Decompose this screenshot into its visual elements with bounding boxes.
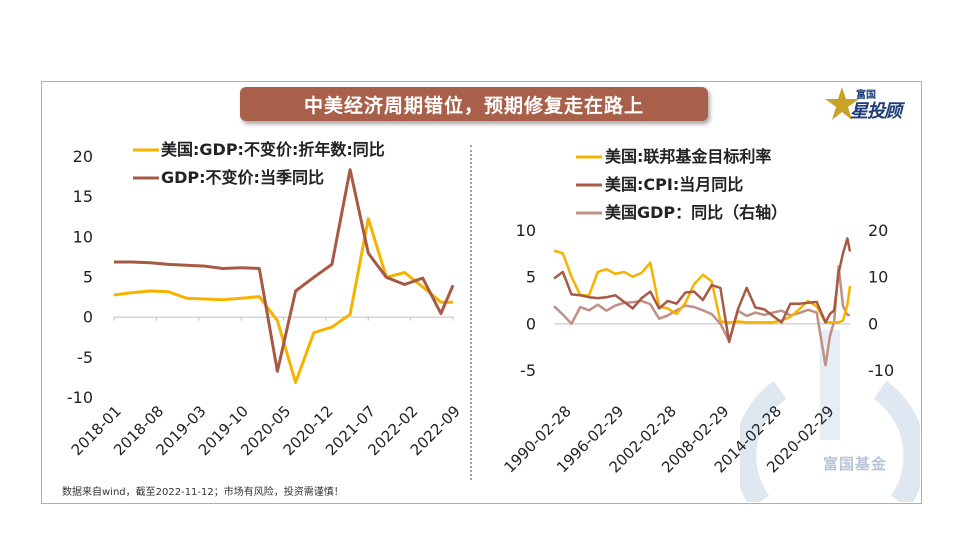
- brand-small-text: 富国: [856, 90, 876, 101]
- y-right-tick-label: 0: [868, 314, 878, 333]
- y-tick-label: 10: [73, 227, 93, 246]
- brand-big-text: 星投顾: [850, 97, 902, 123]
- left-chart: 20151050-5-102018-012018-082019-032019-1…: [67, 140, 464, 459]
- y-tick-label: -5: [77, 348, 93, 367]
- legend-label: 美国GDP：同比（右轴）: [605, 203, 787, 222]
- y-right-tick-label: -10: [868, 361, 894, 380]
- y-tick-label: 20: [73, 147, 93, 166]
- brand-logo: 富国 星投顾: [820, 84, 910, 124]
- y-tick-label: 15: [73, 187, 93, 206]
- legend-label: 美国:联邦基金目标利率: [605, 147, 771, 166]
- panel-divider: [470, 145, 472, 480]
- watermark-icon: [740, 330, 920, 502]
- y-left-tick-label: -5: [520, 361, 536, 380]
- series-us-gdp-line: [113, 217, 453, 384]
- footnote: 数据来自wind，截至2022-11-12；市场有风险，投资需谨慎！: [62, 487, 344, 498]
- watermark-text: 富国基金: [823, 455, 888, 473]
- star-logo-icon: [825, 87, 859, 120]
- series-us-cpi-line: [553, 237, 852, 344]
- y-right-tick-label: 20: [868, 221, 888, 240]
- brand-big-part-2: 投顾: [867, 101, 902, 122]
- y-right-tick-label: 10: [868, 268, 888, 287]
- series-cn-gdp-line: [114, 168, 455, 373]
- legend-label: 美国:GDP:不变价:折年数:同比: [161, 140, 385, 159]
- y-left-tick-label: 5: [526, 268, 536, 287]
- page-title: 中美经济周期错位，预期修复走在路上: [240, 87, 708, 121]
- y-tick-label: 5: [83, 268, 93, 287]
- legend-label: 美国:CPI:当月同比: [605, 175, 743, 194]
- y-tick-label: 0: [83, 308, 93, 327]
- series-us-gdp-right-line: [553, 265, 850, 367]
- y-left-tick-label: 0: [526, 314, 536, 333]
- chart-frame: [41, 81, 922, 504]
- y-tick-label: -10: [67, 388, 93, 407]
- right-chart: 1050-520100-101990-02-281996-02-292002-0…: [501, 147, 895, 476]
- legend-label: GDP:不变价:当季同比: [161, 168, 324, 187]
- y-left-tick-label: 10: [516, 221, 536, 240]
- brand-big-part-1: 星: [850, 101, 868, 122]
